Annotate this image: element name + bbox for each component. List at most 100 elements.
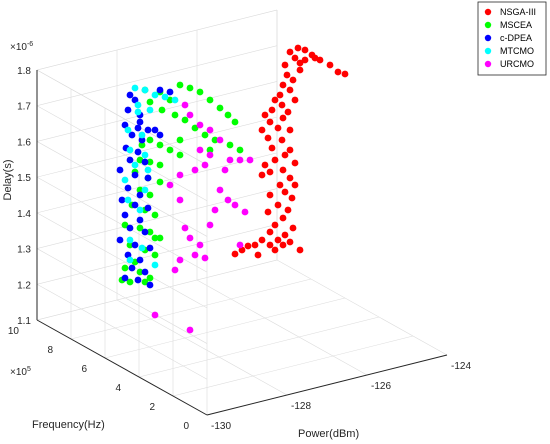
grid-line [36,81,278,142]
grid-line [172,335,414,397]
data-point [216,186,224,194]
data-point [151,311,159,319]
data-point [289,76,297,84]
data-point [266,241,274,249]
data-point [231,250,239,258]
legend: NSGA-III MSCEA c-DPEA MTCMO URCMO [477,1,547,76]
data-point [161,93,169,101]
data-point [126,224,134,232]
data-point [146,244,154,252]
data-point [226,156,234,164]
data-point [126,236,134,244]
grid-line [36,284,208,380]
grid-line [36,188,278,249]
data-point [334,68,342,76]
grid-line [104,297,346,359]
legend-label: URCMO [500,59,534,69]
z-exponent: ×10-6 [10,41,33,53]
data-point [274,236,282,244]
legend-marker [484,34,492,42]
data-point [176,136,184,144]
data-point [136,268,144,276]
legend-label: MTCMO [500,46,534,56]
data-point [124,196,132,204]
data-point [156,141,164,149]
data-point [301,56,309,64]
data-point [196,88,204,96]
data-point [301,46,309,54]
grid-line [196,279,368,376]
data-point [281,61,289,69]
data-point [118,196,126,204]
data-point [176,81,184,89]
data-point [251,241,259,249]
data-point [138,131,146,139]
y-exponent: ×105 [10,366,31,378]
data-point [136,224,144,232]
data-point [296,66,304,74]
grid-line [116,299,288,396]
data-point [286,48,294,56]
data-point [266,118,274,126]
x-tick-label: -124 [451,361,471,372]
data-point [136,216,144,224]
data-point [206,96,214,104]
y-tick-label: 6 [81,364,87,375]
grid-line [276,259,448,356]
data-point [151,251,159,259]
z-tick-label: 1.7 [17,102,31,113]
data-point [186,326,194,334]
z-axis-label: Delay(s) [2,160,14,201]
data-point [258,236,266,244]
z-tick-label: 1.8 [17,66,31,77]
data-point [264,208,272,216]
data-point [146,281,154,289]
legend-label: c-DPEA [500,33,532,43]
data-point [191,251,199,259]
data-point [138,244,146,252]
data-point [246,156,254,164]
grid-line [36,9,278,71]
data-point [136,186,144,194]
grid-line [36,105,208,201]
grid-line [36,116,278,178]
data-point [291,54,299,62]
data-point [166,96,174,104]
data-point [144,166,152,174]
data-point [136,256,144,264]
data-point [126,146,134,154]
data-point [266,228,274,236]
y-tick-label: 0 [183,421,189,432]
data-point [271,246,279,254]
x-tick-label: -126 [371,381,391,392]
y-axis-label: Frequency(Hz) [32,419,105,431]
data-point [186,111,194,119]
x-axis-line [206,354,448,416]
legend-marker [484,47,492,55]
data-point [176,171,184,179]
data-point [271,156,279,164]
z-tick-label: 1.1 [17,316,31,327]
data-point [181,116,189,124]
data-point [171,266,179,274]
series-mtcmo [121,84,179,269]
data-point [211,136,219,144]
data-point [279,81,287,89]
data-point [283,71,291,79]
data-point [258,171,266,179]
data-point [151,261,159,269]
data-point [271,96,279,104]
data-point [124,126,132,134]
data-point [186,84,194,92]
x-axis-label: Power(dBm) [298,428,359,440]
data-point [281,151,289,159]
y-axis-line [36,319,208,416]
y-tick-label: 10 [8,326,20,337]
data-point [126,156,134,164]
data-point [274,124,282,132]
data-point [206,221,214,229]
data-point [128,131,136,139]
data-point [279,241,287,249]
data-point [141,268,149,276]
data-point [236,156,244,164]
